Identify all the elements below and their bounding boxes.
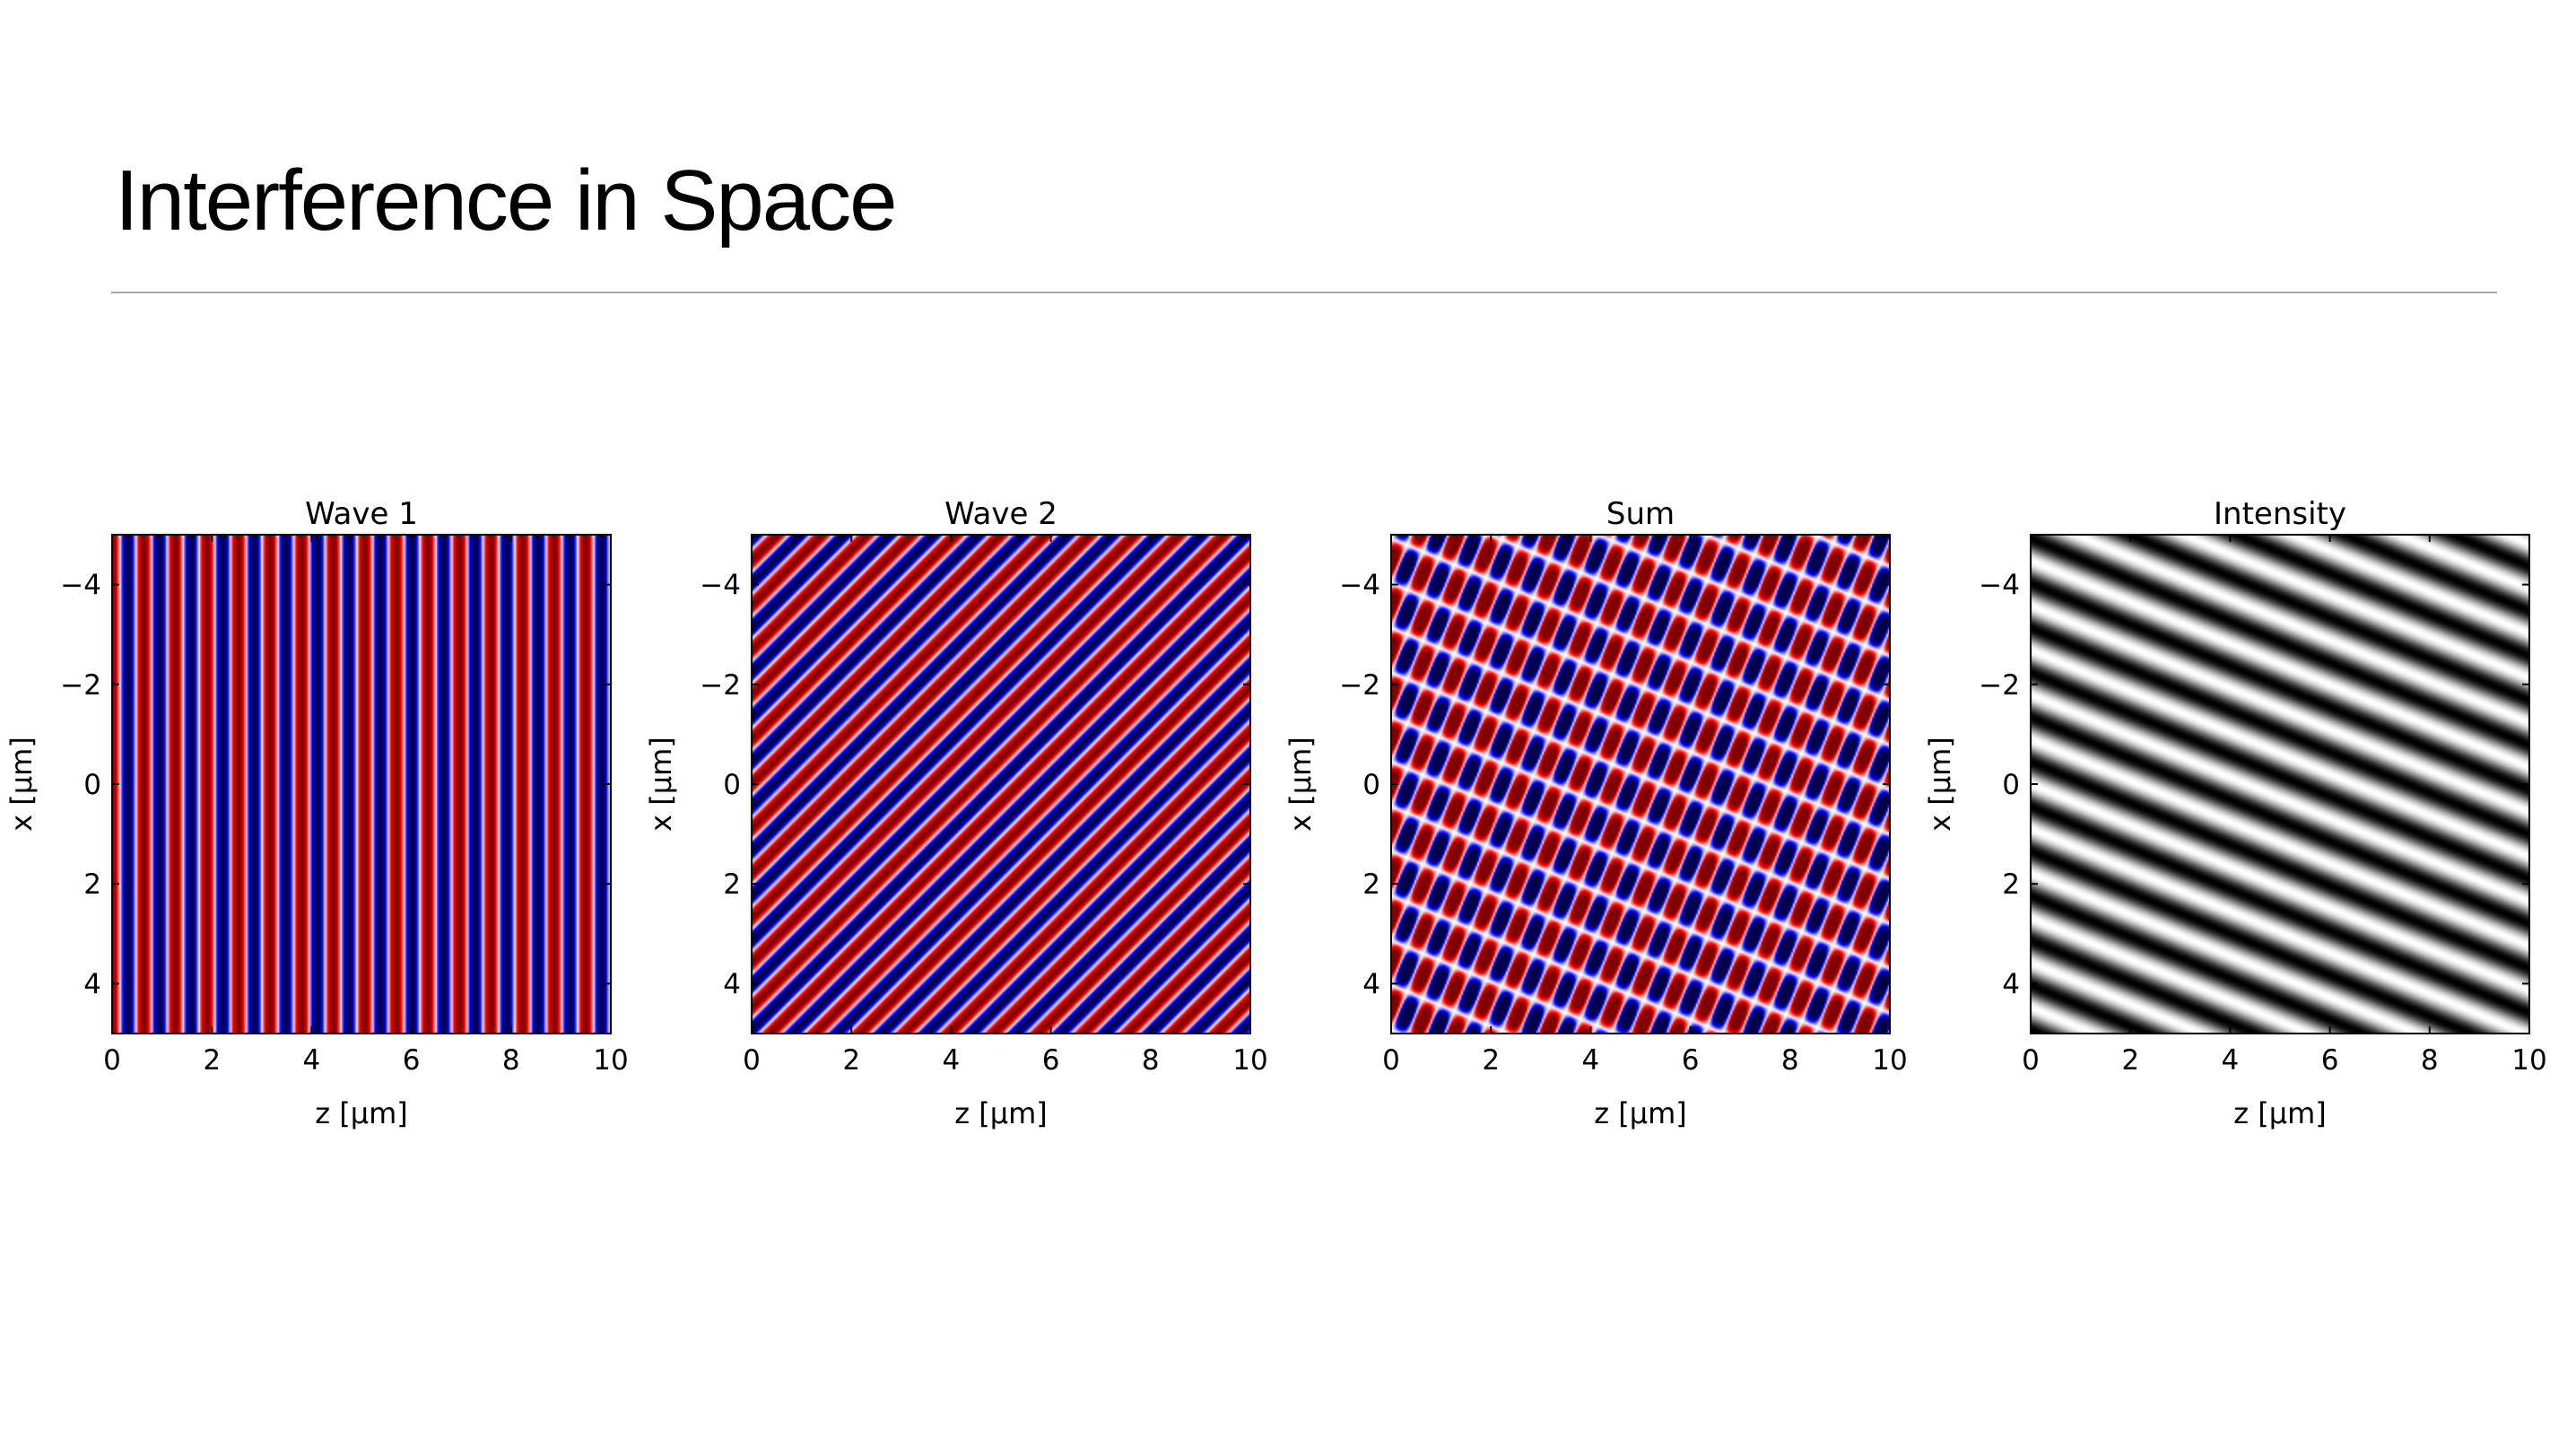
- y-tick-label: −2: [1979, 669, 2020, 702]
- y-tick-label: −4: [1339, 570, 1380, 602]
- y-tick-label: 4: [83, 968, 101, 1000]
- y-tick-label: 2: [2002, 868, 2020, 901]
- y-tick-label: −2: [1339, 669, 1380, 702]
- y-tick-label: 2: [83, 868, 101, 901]
- x-tick-label: 2: [203, 1044, 221, 1077]
- x-tick-label: 8: [502, 1044, 520, 1077]
- y-tick-label: 4: [723, 968, 741, 1000]
- x-tick-label: 2: [842, 1044, 860, 1077]
- x-tick-label: 4: [1582, 1044, 1600, 1077]
- x-tick-label: 8: [1781, 1044, 1799, 1077]
- x-tick-label: 4: [303, 1044, 321, 1077]
- y-tick-label: 0: [2002, 769, 2020, 801]
- x-tick-label: 6: [1682, 1044, 1700, 1077]
- y-tick-label: −2: [60, 669, 101, 702]
- chart-title: Wave 1: [305, 496, 418, 532]
- x-axis-label: z [µm]: [1594, 1096, 1686, 1130]
- y-axis-label: x [µm]: [4, 737, 39, 832]
- slide-title: Interference in Space: [115, 153, 898, 249]
- x-tick-label: 6: [2321, 1044, 2339, 1077]
- chart-panel-4: Intensity 0 2 4 6 8 10 −4 −2 0 2 4 z [µm] x [µm]: [1923, 496, 2547, 1130]
- x-tick-label: 0: [2022, 1044, 2040, 1077]
- x-tick-label: 8: [2421, 1044, 2439, 1077]
- x-tick-label: 8: [1142, 1044, 1160, 1077]
- chart-panel-1: Wave 1 0 2 4 6 8 10 −4 −2 0 2 4 z [µm] x [µm]: [4, 496, 629, 1130]
- y-tick-label: 4: [1362, 968, 1380, 1000]
- x-axis-label: z [µm]: [315, 1096, 407, 1130]
- x-axis-label: z [µm]: [954, 1096, 1047, 1130]
- x-tick-label: 4: [2222, 1044, 2240, 1077]
- x-tick-label: 10: [1232, 1044, 1267, 1077]
- y-tick-label: −4: [60, 570, 101, 602]
- x-tick-label: 0: [743, 1044, 761, 1077]
- y-tick-label: −4: [700, 570, 741, 602]
- x-tick-label: 10: [593, 1044, 628, 1077]
- chart-title: Intensity: [2214, 496, 2346, 532]
- x-tick-label: 2: [2121, 1044, 2139, 1077]
- chart-title: Wave 2: [944, 496, 1057, 532]
- x-tick-label: 0: [1382, 1044, 1400, 1077]
- heatmap-sum: [1391, 535, 1890, 1034]
- y-axis-label: x [µm]: [1284, 737, 1318, 832]
- x-tick-label: 10: [1872, 1044, 1907, 1077]
- chart-title: Sum: [1606, 496, 1675, 532]
- y-tick-label: 0: [1362, 769, 1380, 801]
- heatmap-wave1: [112, 535, 611, 1034]
- x-tick-label: 4: [943, 1044, 961, 1077]
- y-tick-label: 0: [723, 769, 741, 801]
- y-axis-label: x [µm]: [644, 737, 678, 832]
- x-tick-label: 0: [103, 1044, 121, 1077]
- y-axis-label: x [µm]: [1923, 737, 1957, 832]
- x-tick-label: 2: [1482, 1044, 1500, 1077]
- y-tick-label: 2: [723, 868, 741, 901]
- y-tick-label: 2: [1362, 868, 1380, 901]
- x-axis-label: z [µm]: [2233, 1096, 2326, 1130]
- x-tick-label: 10: [2511, 1044, 2546, 1077]
- chart-panel-2: Wave 2 0 2 4 6 8 10 −4 −2 0 2 4 z [µm] x [µm]: [644, 496, 1268, 1130]
- title-divider: [111, 292, 2497, 293]
- y-tick-label: −2: [700, 669, 741, 702]
- heatmap-wave2: [752, 535, 1250, 1034]
- y-tick-label: 4: [2002, 968, 2020, 1000]
- x-tick-label: 6: [1042, 1044, 1060, 1077]
- chart-panel-3: Sum 0 2 4 6 8 10 −4 −2 0 2 4 z [µm] x [µm]: [1284, 496, 1908, 1130]
- heatmap-intensity: [2031, 535, 2529, 1034]
- y-tick-label: 0: [83, 769, 101, 801]
- x-tick-label: 6: [403, 1044, 421, 1077]
- y-tick-label: −4: [1979, 570, 2020, 602]
